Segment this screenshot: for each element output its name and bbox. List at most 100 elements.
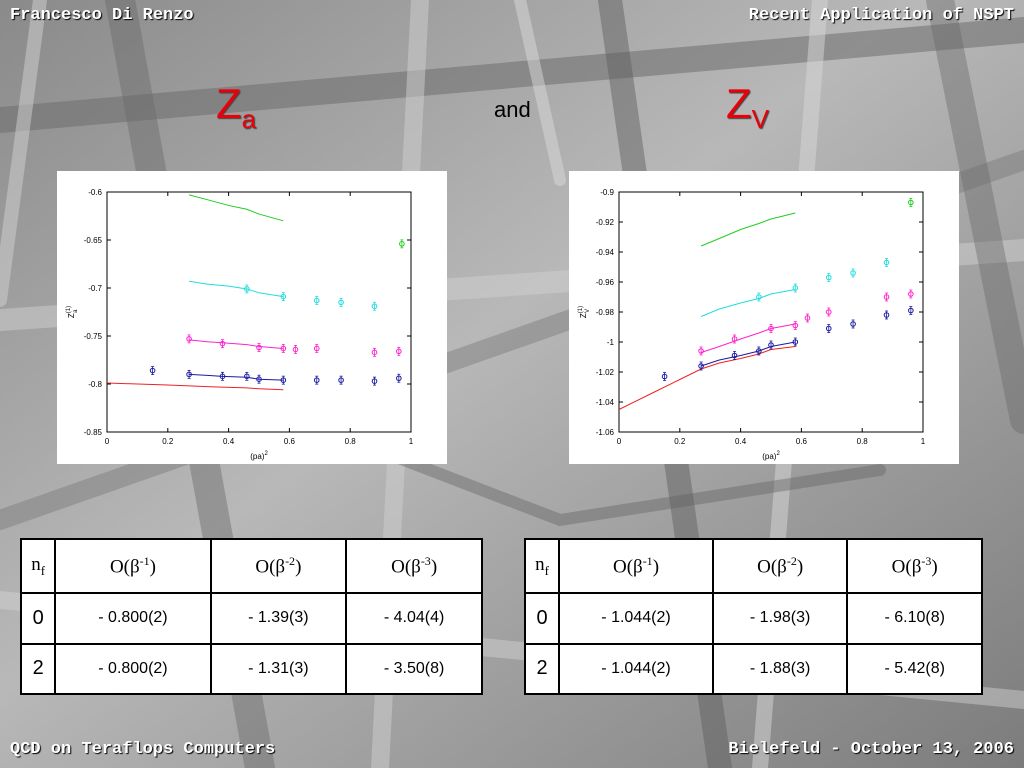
coef-cell: - 1.88(3)	[713, 644, 848, 694]
venue-date: Bielefeld - October 13, 2006	[728, 740, 1014, 759]
series-line-blue	[189, 374, 283, 380]
x-tick-label: 0.4	[223, 437, 235, 446]
data-point-magenta	[257, 344, 262, 352]
coef-cell: - 1.31(3)	[211, 644, 347, 694]
table-header-row: nf O(β-1) O(β-2) O(β-3)	[21, 539, 482, 593]
nf-header: nf	[525, 539, 559, 593]
y-tick-label: -0.92	[596, 218, 615, 227]
series-line-green	[189, 195, 283, 221]
nf-cell: 0	[525, 593, 559, 643]
x-tick-label: 1	[409, 437, 414, 446]
x-tick-label: 0.6	[284, 437, 296, 446]
coef-cell: - 1.39(3)	[211, 593, 347, 643]
data-point-cyan	[851, 269, 856, 277]
data-point-blue	[397, 374, 402, 382]
talk-title: Recent Application of NSPT	[749, 6, 1014, 25]
order-1-header: O(β-1)	[55, 539, 210, 593]
data-point-green	[400, 240, 405, 248]
x-tick-label: 0.8	[345, 437, 357, 446]
nf-cell: 0	[21, 593, 55, 643]
data-point-cyan	[826, 274, 831, 282]
plot-frame	[619, 192, 923, 432]
x-axis-label: (pa)2	[250, 451, 268, 461]
x-tick-label: 0	[617, 437, 622, 446]
series-line-blue	[701, 342, 795, 366]
plot-frame	[107, 192, 411, 432]
y-tick-label: -1.04	[596, 398, 615, 407]
data-point-blue	[150, 367, 155, 375]
table-row: 2 - 0.800(2) - 1.31(3) - 3.50(8)	[21, 644, 482, 694]
x-tick-label: 0.4	[735, 437, 747, 446]
data-point-magenta	[909, 290, 914, 298]
data-point-magenta	[293, 345, 298, 353]
table-row: 0 - 0.800(2) - 1.39(3) - 4.04(4)	[21, 593, 482, 643]
data-point-blue	[769, 341, 774, 349]
y-tick-label: -0.96	[596, 278, 615, 287]
y-tick-label: -1.02	[596, 368, 615, 377]
data-point-blue	[662, 373, 667, 381]
data-point-blue	[909, 307, 914, 315]
data-point-blue	[314, 376, 319, 384]
data-point-blue	[245, 372, 250, 380]
data-point-cyan	[339, 298, 344, 306]
data-point-cyan	[757, 293, 762, 301]
data-point-magenta	[220, 340, 225, 348]
data-point-cyan	[884, 259, 889, 267]
coef-cell: - 6.10(8)	[847, 593, 982, 643]
data-point-blue	[851, 320, 856, 328]
y-tick-label: -0.85	[84, 428, 103, 437]
zv-title: ZV	[726, 80, 769, 128]
x-tick-label: 0.8	[857, 437, 869, 446]
data-point-blue	[372, 377, 377, 385]
presenter-name: Francesco Di Renzo	[10, 6, 194, 25]
data-point-blue	[826, 325, 831, 333]
data-point-cyan	[372, 302, 377, 310]
zv-chart-svg: 0 0.2 0.4 0.6 0.8 1-0.9-0.92-0.94-0.96-0.98-1…	[569, 171, 959, 464]
x-tick-label: 0.2	[162, 437, 174, 446]
series-line-red	[619, 347, 795, 410]
order-3-header: O(β-3)	[346, 539, 482, 593]
za-coefficient-table: nf O(β-1) O(β-2) O(β-3) 0 - 0.800(2) - 1…	[20, 538, 483, 695]
y-tick-label: -0.94	[596, 248, 615, 257]
coef-cell: - 4.04(4)	[346, 593, 482, 643]
za-chart: 0 0.2 0.4 0.6 0.8 1 -0.6 -0.65 -0.7 -0.75 -0.8 -0.8…	[57, 171, 447, 464]
x-tick-label: 0	[105, 437, 110, 446]
data-point-green	[909, 199, 914, 207]
x-tick-label: 0.6	[796, 437, 808, 446]
y-tick-label: -1.06	[596, 428, 615, 437]
zv-coefficient-table: nf O(β-1) O(β-2) O(β-3) 0 - 1.044(2) - 1…	[524, 538, 983, 695]
data-point-magenta	[187, 335, 192, 343]
order-2-header: O(β-2)	[211, 539, 347, 593]
y-tick-label: -0.98	[596, 308, 615, 317]
data-point-magenta	[372, 348, 377, 356]
series-line-magenta	[189, 340, 283, 349]
series-line-green	[701, 213, 795, 246]
data-point-cyan	[314, 296, 319, 304]
y-tick-label: -0.8	[88, 380, 102, 389]
nf-cell: 2	[21, 644, 55, 694]
and-label: and	[494, 97, 531, 123]
data-point-magenta	[699, 347, 704, 355]
data-point-blue	[884, 311, 889, 319]
coef-cell: - 1.044(2)	[559, 593, 713, 643]
series-line-cyan	[701, 290, 795, 317]
zv-chart: 0 0.2 0.4 0.6 0.8 1 -0.9 -0.92 -0.94 -0.96 -0.98 -1…	[569, 171, 959, 464]
nf-header: nf	[21, 539, 55, 593]
series-line-red	[107, 383, 283, 390]
x-tick-label: 0.2	[674, 437, 686, 446]
y-tick-label: -0.65	[84, 236, 103, 245]
y-tick-label: -0.9	[600, 188, 614, 197]
data-point-magenta	[314, 344, 319, 352]
y-tick-label: -1	[607, 338, 615, 347]
conference-name: QCD on Teraflops Computers	[10, 740, 275, 759]
coef-cell: - 0.800(2)	[55, 644, 210, 694]
table-header-row: nf O(β-1) O(β-2) O(β-3)	[525, 539, 982, 593]
table-row: 2 - 1.044(2) - 1.88(3) - 5.42(8)	[525, 644, 982, 694]
data-point-magenta	[826, 308, 831, 316]
za-chart-svg: 0 0.2 0.4 0.6 0.8 1-0.6-0.65-0.7-0.75-0.8-0.8…	[57, 171, 447, 464]
y-tick-label: -0.7	[88, 284, 102, 293]
data-point-magenta	[805, 314, 810, 322]
y-axis-label: Z(1)a	[66, 306, 79, 318]
order-3-header: O(β-3)	[847, 539, 982, 593]
data-point-blue	[732, 352, 737, 360]
